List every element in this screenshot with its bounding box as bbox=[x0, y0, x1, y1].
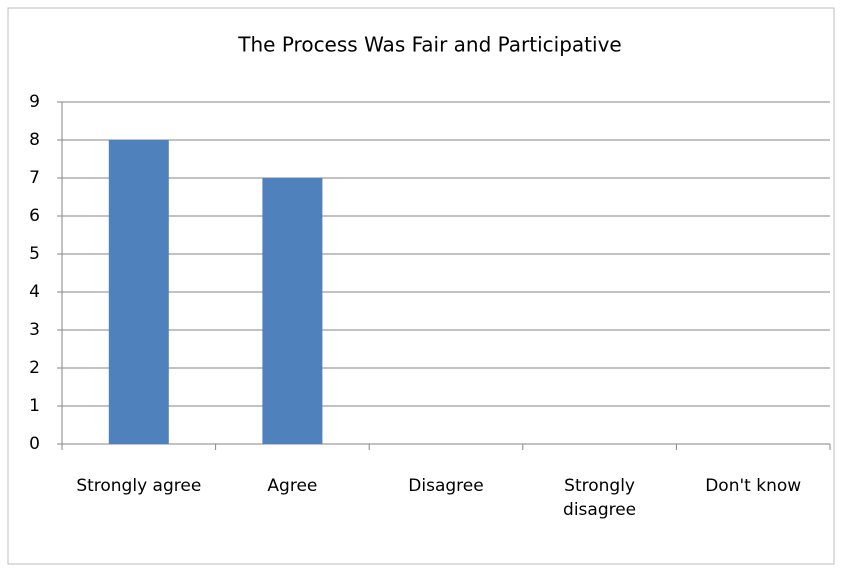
x-tick-label: Agree bbox=[267, 476, 318, 496]
x-tick-label: Strongly disagree bbox=[563, 476, 637, 520]
x-tick-label: Disagree bbox=[408, 476, 484, 496]
y-tick-label: 1 bbox=[29, 396, 40, 416]
y-tick-label: 7 bbox=[29, 168, 40, 188]
y-tick-label: 0 bbox=[29, 434, 40, 454]
y-tick-label: 2 bbox=[29, 358, 40, 378]
bar bbox=[262, 178, 323, 444]
x-tick-label: Strongly agree bbox=[76, 476, 202, 496]
y-tick-label: 4 bbox=[29, 282, 40, 302]
bar bbox=[108, 140, 169, 444]
x-tick-label: Don't know bbox=[705, 476, 802, 496]
y-tick-label: 3 bbox=[29, 320, 40, 340]
chart-title: The Process Was Fair and Participative bbox=[237, 33, 621, 57]
y-tick-label: 5 bbox=[29, 244, 40, 264]
y-tick-label: 6 bbox=[29, 206, 40, 226]
y-tick-label: 9 bbox=[29, 92, 40, 112]
y-tick-label: 8 bbox=[29, 130, 40, 150]
